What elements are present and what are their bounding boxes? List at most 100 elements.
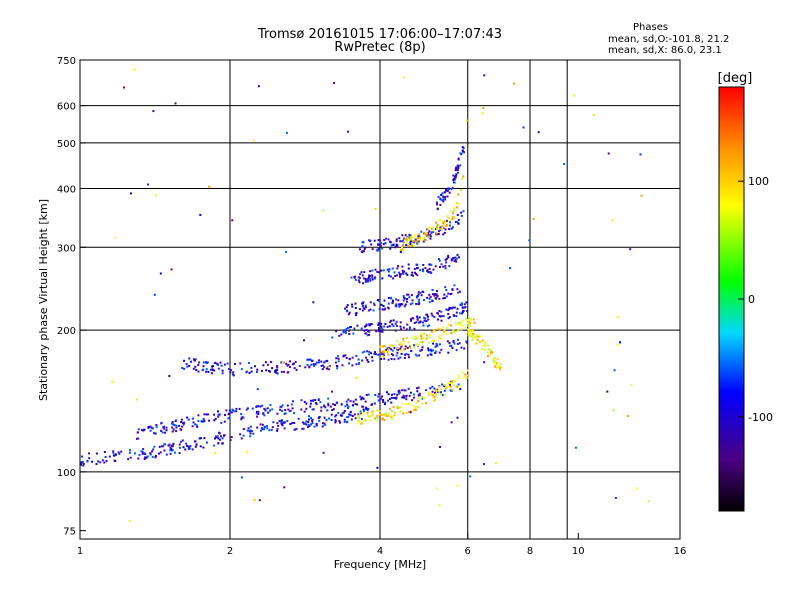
echo-point <box>242 434 245 437</box>
echo-point <box>381 395 384 398</box>
echo-point <box>457 291 460 294</box>
echo-point <box>461 306 464 309</box>
echo-point <box>149 429 152 432</box>
echo-point <box>470 333 473 336</box>
echo-point <box>433 339 435 342</box>
echo-point <box>81 455 83 458</box>
echo-point <box>221 442 224 445</box>
echo-point <box>342 354 345 357</box>
echo-point <box>354 417 357 420</box>
echo-point <box>477 335 480 338</box>
echo-point <box>191 417 194 420</box>
echo-point <box>448 342 451 345</box>
echo-point <box>357 279 360 282</box>
echo-point <box>421 346 424 349</box>
echo-point <box>454 258 457 261</box>
echo-point <box>251 430 253 433</box>
echo-point <box>268 370 271 372</box>
echo-point <box>129 456 132 459</box>
echo-point <box>416 267 418 270</box>
echo-point <box>396 407 399 410</box>
echo-point <box>416 315 419 318</box>
echo-point <box>455 330 458 333</box>
echo-point <box>221 369 224 372</box>
echo-point <box>409 243 412 246</box>
echo-point <box>357 419 360 422</box>
echo-point <box>401 234 404 237</box>
echo-point <box>404 389 407 392</box>
echo-point <box>318 420 321 423</box>
echo-point <box>391 393 393 396</box>
echo-point <box>457 256 460 259</box>
echo-point <box>445 326 448 329</box>
echo-point <box>499 367 502 370</box>
echo-point <box>425 320 428 323</box>
echo-point <box>391 417 393 420</box>
echo-point <box>217 367 220 370</box>
echo-point <box>442 315 445 318</box>
echo-point <box>414 245 416 247</box>
echo-point <box>226 362 229 365</box>
echo-point <box>403 237 406 240</box>
echo-point <box>88 452 91 455</box>
echo-point <box>283 370 286 373</box>
x-tick-label: 16 <box>674 546 687 557</box>
echo-point <box>223 363 226 366</box>
echo-point <box>409 318 412 321</box>
echo-point <box>408 394 411 397</box>
echo-point <box>458 342 461 345</box>
echo-point <box>134 452 136 455</box>
echo-point <box>482 463 485 466</box>
echo-point <box>368 324 371 327</box>
echo-point <box>359 395 362 398</box>
echo-point <box>438 230 440 233</box>
echo-point <box>398 392 401 395</box>
echo-point <box>457 202 460 205</box>
echo-point <box>308 425 311 427</box>
echo-point <box>450 421 453 424</box>
echo-point <box>240 437 243 440</box>
echo-point <box>342 411 345 414</box>
echo-point <box>420 337 423 340</box>
echo-point <box>248 430 251 433</box>
echo-point <box>185 363 188 365</box>
echo-point <box>214 361 217 364</box>
echo-point <box>276 366 279 369</box>
echo-point <box>449 219 452 222</box>
echo-point <box>405 337 408 339</box>
echo-point <box>380 325 383 328</box>
echo-point <box>230 411 233 414</box>
echo-point <box>443 328 446 331</box>
echo-point <box>456 416 459 419</box>
echo-point <box>203 437 206 440</box>
echo-point <box>210 368 212 371</box>
echo-point <box>241 416 244 419</box>
echo-point <box>261 412 264 415</box>
echo-point <box>321 425 324 428</box>
echo-point <box>346 420 349 423</box>
echo-point <box>369 279 372 282</box>
echo-point <box>422 240 425 243</box>
echo-point <box>494 362 497 365</box>
echo-point <box>384 401 387 404</box>
echo-point <box>330 419 333 421</box>
echo-point <box>161 431 164 434</box>
echo-point <box>286 404 289 407</box>
echo-point <box>391 349 394 352</box>
colorbar-tick-label: 0 <box>748 293 755 306</box>
echo-point <box>418 233 421 236</box>
echo-point <box>394 275 397 278</box>
echo-point <box>335 357 338 360</box>
echo-point <box>210 372 213 375</box>
echo-point <box>439 337 442 340</box>
echo-point <box>418 392 421 395</box>
echo-point <box>380 303 383 306</box>
echo-point <box>419 236 422 239</box>
echo-point <box>291 363 294 366</box>
echo-point <box>433 316 436 318</box>
echo-point <box>454 380 457 383</box>
echo-point <box>402 340 405 343</box>
echo-point <box>235 410 238 413</box>
echo-point <box>447 351 450 354</box>
echo-point <box>167 444 170 447</box>
